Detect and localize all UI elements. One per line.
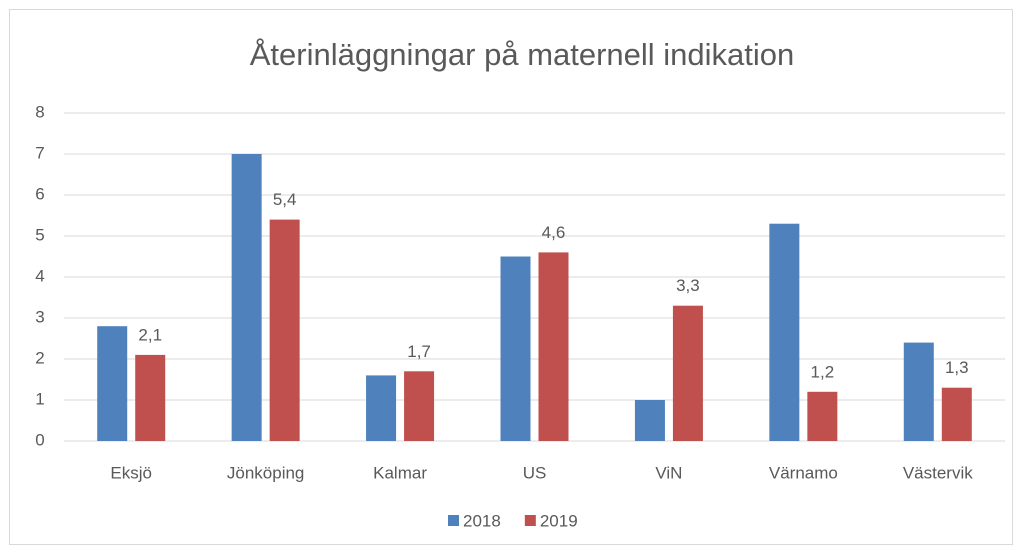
y-tick-label: 3 <box>35 307 44 326</box>
data-label: 1,3 <box>945 358 969 377</box>
y-tick-label: 1 <box>35 389 44 408</box>
y-tick-label: 0 <box>35 430 44 449</box>
chart-title: Återinläggningar på maternell indikation <box>250 37 795 72</box>
y-tick-label: 8 <box>35 102 44 121</box>
bar <box>903 342 934 441</box>
x-tick-label: US <box>523 463 547 482</box>
bar <box>269 219 300 441</box>
bar <box>366 375 397 441</box>
x-tick-label: Eksjö <box>110 463 152 482</box>
x-tick-label: Kalmar <box>373 463 427 482</box>
data-label: 5,4 <box>273 190 297 209</box>
x-tick-label: Västervik <box>903 463 973 482</box>
bar <box>807 391 838 441</box>
legend-swatch <box>448 515 459 526</box>
bar <box>404 371 435 441</box>
data-label: 4,6 <box>542 223 566 242</box>
x-tick-label: ViN <box>655 463 682 482</box>
y-tick-label: 2 <box>35 348 44 367</box>
bar <box>97 326 128 441</box>
y-tick-label: 6 <box>35 184 44 203</box>
bar <box>135 354 166 441</box>
bar <box>500 256 531 441</box>
data-label: 1,7 <box>407 342 431 361</box>
y-tick-label: 5 <box>35 225 44 244</box>
bar <box>672 305 703 441</box>
bar <box>634 400 665 441</box>
bar <box>231 154 262 441</box>
data-label: 1,2 <box>811 362 835 381</box>
legend-swatch <box>524 515 536 526</box>
bar <box>769 223 800 441</box>
bar <box>538 252 569 441</box>
x-tick-label: Värnamo <box>769 463 838 482</box>
bar <box>941 387 972 441</box>
x-tick-label: Jönköping <box>227 463 305 482</box>
legend-label: 2019 <box>540 511 578 530</box>
y-tick-label: 4 <box>35 266 44 285</box>
data-label: 3,3 <box>676 276 700 295</box>
legend-label: 2018 <box>463 511 501 530</box>
data-label: 2,1 <box>138 325 162 344</box>
y-tick-label: 7 <box>35 143 44 162</box>
